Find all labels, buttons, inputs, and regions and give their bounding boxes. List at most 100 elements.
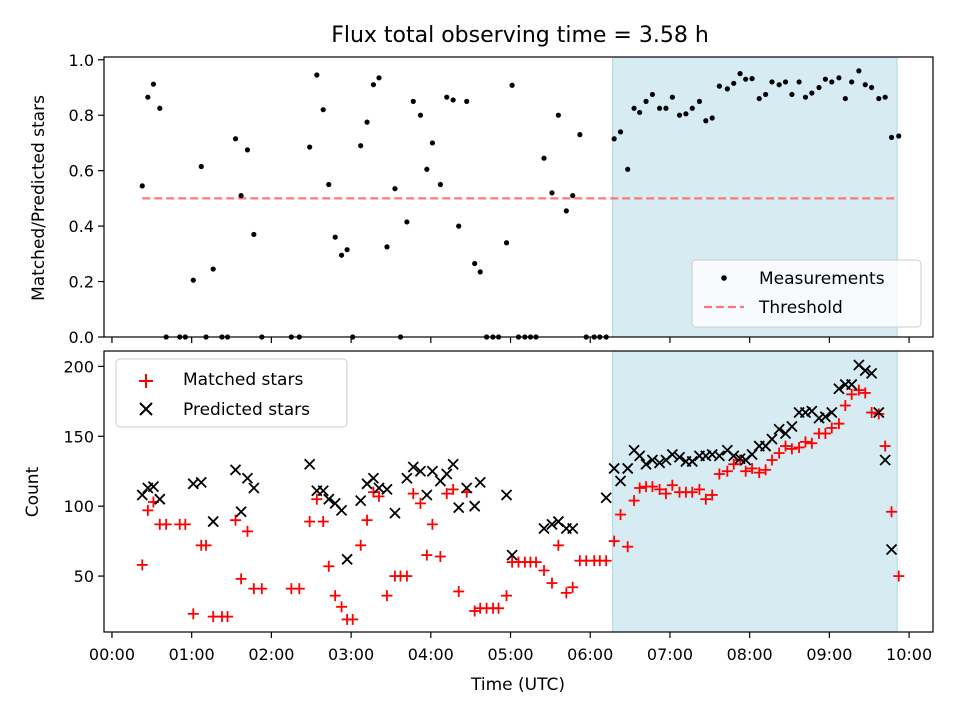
measurement-point	[696, 98, 703, 104]
matched-star-point	[806, 437, 818, 449]
measurement-point	[139, 183, 145, 189]
matched-star-point	[538, 564, 550, 576]
predicted-star-point	[653, 457, 666, 469]
predicted-star-point	[819, 411, 832, 423]
top-x-ticks	[111, 337, 910, 343]
measurement-point	[338, 252, 345, 258]
matched-star-point	[780, 440, 792, 452]
predicted-star-point	[859, 364, 871, 377]
measurement-point	[370, 82, 377, 88]
x-tick-label: 07:00	[647, 645, 693, 664]
matched-star-point	[235, 573, 247, 585]
measurement-point	[326, 181, 332, 188]
predicted-star-point	[600, 492, 612, 504]
matched-star-point	[728, 458, 740, 470]
x-tick-label: 04:00	[408, 645, 454, 664]
measurement-point	[251, 231, 257, 238]
matched-star-point	[799, 436, 811, 448]
matched-star-point	[766, 454, 778, 466]
matched-star-point	[608, 535, 620, 547]
predicted-star-point	[195, 476, 207, 489]
matched-star-point	[381, 590, 393, 602]
bottom-legend-box	[115, 358, 348, 428]
measurement-point	[456, 223, 462, 229]
matched-star-point	[552, 539, 564, 551]
predicted-star-point	[241, 472, 254, 484]
predicted-star-point	[640, 458, 652, 470]
measurement-point	[617, 129, 624, 135]
measurement-point	[756, 95, 762, 102]
highlight-span-rect	[612, 350, 898, 633]
predicted-star-point	[873, 406, 885, 419]
measurement-point	[869, 84, 875, 91]
matched-star-point	[786, 443, 798, 455]
predicted-star-point	[666, 448, 678, 461]
matched-star-point	[187, 608, 199, 620]
matched-star-point	[323, 560, 335, 572]
matched-star-point	[530, 556, 542, 568]
measurement-point	[842, 95, 848, 102]
chart-title: Flux total observing time = 3.58 h	[331, 23, 709, 48]
matched-star-point	[740, 465, 752, 477]
legend-label-measurements: Measurements	[759, 269, 885, 289]
matched-star-point	[347, 613, 359, 625]
matched-star-point	[179, 518, 191, 530]
measurement-point	[637, 109, 643, 116]
matched-star-point	[886, 506, 898, 518]
predicted-star-point	[248, 482, 260, 494]
measurement-point	[882, 94, 888, 100]
bottom-panel: 50 100 150 200 00:00 01:00 02:00 03:00 04:00 05:…	[23, 350, 934, 695]
measurement-point	[836, 75, 842, 81]
matched-star-point	[866, 407, 878, 419]
matched-star-point	[453, 585, 465, 597]
measurement-point	[198, 163, 204, 170]
measurement-point	[776, 82, 782, 88]
y-tick-label: 0.0	[69, 328, 94, 347]
predicted-star-point	[381, 483, 393, 496]
y-tick-label: 0.4	[69, 217, 94, 236]
measurement-point	[649, 91, 656, 98]
measurement-point	[238, 193, 244, 199]
measurements-points	[139, 68, 902, 340]
predicted-star-point	[229, 464, 242, 476]
measurement-point	[716, 83, 722, 89]
measurement-point	[232, 136, 239, 142]
measurement-point	[749, 76, 755, 82]
measurement-point	[888, 134, 895, 140]
top-panel: 0.0 0.2 0.4 0.6 0.8 1.0 Matched/Predicted sta…	[29, 51, 934, 347]
measurement-point	[509, 82, 515, 88]
measurement-point	[364, 119, 370, 125]
matched-star-point	[200, 539, 212, 551]
bottom-x-ticks: 00:00 01:00 02:00 03:00 04:00 05:00 06:00 07:00…	[89, 632, 932, 664]
matched-star-point	[839, 400, 851, 412]
measurement-point	[472, 260, 478, 267]
measurement-point	[862, 82, 868, 88]
matched-star-point	[859, 387, 871, 399]
measurement-point	[663, 105, 669, 111]
measurement-point	[190, 277, 196, 283]
observing-span-highlight-bottom	[612, 350, 898, 633]
legend-label-matched: Matched stars	[183, 370, 303, 390]
matched-star-point	[734, 454, 746, 466]
matched-star-point	[600, 555, 612, 567]
y-tick-label: 50	[74, 567, 94, 586]
measurement-point	[424, 166, 430, 172]
measurement-point	[856, 68, 862, 74]
matched-star-point	[501, 590, 513, 602]
top-legend: Measurements Threshold	[691, 259, 922, 328]
measurement-point	[404, 219, 410, 225]
bottom-y-axis-label: Count	[23, 466, 43, 517]
y-tick-label: 100	[63, 497, 94, 516]
matched-star-point	[693, 483, 705, 495]
matched-star-point	[136, 559, 148, 571]
measurement-point	[703, 118, 709, 124]
top-legend-box	[691, 259, 922, 328]
predicted-star-point	[728, 450, 740, 462]
predicted-star-point	[646, 454, 659, 466]
predicted-star-point	[421, 489, 433, 501]
matched-star-point	[434, 551, 446, 563]
measurement-point	[392, 186, 398, 192]
matched-star-point	[367, 486, 379, 498]
matched-star-point	[793, 441, 805, 453]
y-tick-label: 150	[63, 427, 94, 446]
